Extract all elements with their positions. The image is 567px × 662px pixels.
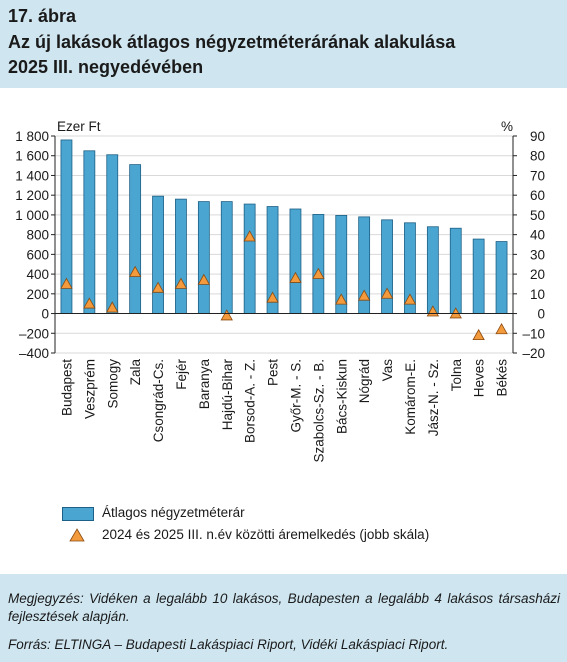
markers bbox=[60, 230, 508, 341]
figure-title-line-2: 2025 III. negyedévében bbox=[8, 57, 204, 77]
category-label: Nógrád bbox=[357, 359, 372, 403]
bar bbox=[495, 241, 508, 314]
category-label: Baranya bbox=[197, 359, 212, 410]
left-tick-label: 0 bbox=[41, 307, 49, 322]
category-label: Komárom-E. bbox=[403, 359, 418, 435]
bar bbox=[106, 154, 119, 314]
marker bbox=[312, 267, 325, 279]
right-tick-label: 90 bbox=[530, 129, 545, 144]
bar bbox=[83, 150, 96, 314]
marker bbox=[151, 281, 165, 293]
category-label: Fejér bbox=[174, 359, 189, 390]
right-tick-label: 10 bbox=[530, 287, 545, 302]
marker bbox=[243, 230, 256, 242]
marker bbox=[128, 265, 142, 277]
figure-title-line-1: Az új lakások átlagos négyzetméterárának… bbox=[8, 32, 456, 52]
right-axis-unit: % bbox=[501, 119, 513, 134]
left-axis-unit: Ezer Ft bbox=[57, 119, 101, 134]
marker bbox=[403, 293, 417, 305]
left-tick-label: 1 600 bbox=[15, 149, 49, 164]
left-tick-label: –200 bbox=[19, 326, 49, 341]
bar bbox=[129, 164, 142, 314]
left-tick-label: 600 bbox=[26, 247, 49, 262]
right-tick-label: 30 bbox=[530, 247, 545, 262]
marker bbox=[472, 328, 485, 341]
bar bbox=[472, 238, 485, 314]
category-label: Pest bbox=[266, 359, 281, 386]
right-tick-label: 80 bbox=[530, 149, 545, 164]
left-tick-label: –400 bbox=[19, 346, 49, 361]
marker bbox=[495, 323, 508, 335]
bar bbox=[449, 227, 462, 314]
category-label: Szabolcs-Sz. - B. bbox=[311, 359, 326, 463]
triangle-icon bbox=[69, 528, 85, 542]
marker bbox=[106, 301, 119, 313]
left-tick-label: 1 000 bbox=[15, 208, 49, 223]
figure-note: Megjegyzés: Vidéken a legalább 10 lakáso… bbox=[8, 591, 560, 624]
right-tick-label: 20 bbox=[530, 267, 545, 282]
right-tick-label: –20 bbox=[522, 346, 545, 361]
figure-header: 17. ábra Az új lakások átlagos négyzetmé… bbox=[0, 0, 567, 88]
marker bbox=[335, 293, 348, 305]
left-tick-label: 800 bbox=[26, 228, 49, 243]
category-label: Győr-M. - S. bbox=[288, 359, 303, 433]
category-label: Zala bbox=[128, 359, 143, 386]
category-label: Vas bbox=[380, 359, 395, 382]
marker bbox=[220, 309, 233, 321]
figure-number: 17. ábra bbox=[8, 6, 77, 26]
bar bbox=[152, 195, 164, 314]
bar bbox=[243, 203, 256, 314]
bar bbox=[220, 201, 233, 314]
left-tick-label: 400 bbox=[26, 267, 49, 282]
category-label: Tolna bbox=[449, 359, 464, 392]
bar bbox=[381, 219, 393, 314]
bars bbox=[60, 139, 508, 314]
right-tick-label: 50 bbox=[530, 208, 545, 223]
marker bbox=[380, 287, 394, 299]
axes bbox=[51, 135, 517, 354]
right-tick-label: –10 bbox=[522, 326, 545, 341]
right-tick-label: 40 bbox=[530, 228, 545, 243]
category-label: Bács-Kiskun bbox=[334, 359, 349, 434]
right-tick-label: 60 bbox=[530, 188, 545, 203]
figure-source: Forrás: ELTINGA – Budapesti Lakáspiaci R… bbox=[8, 637, 449, 652]
bar bbox=[289, 208, 302, 314]
legend-bar-swatch bbox=[62, 507, 94, 521]
left-tick-label: 1 200 bbox=[15, 188, 49, 203]
marker bbox=[197, 273, 211, 285]
legend-label-markers: 2024 és 2025 III. n.év közötti áremelked… bbox=[102, 527, 430, 542]
left-tick-label: 200 bbox=[26, 287, 49, 302]
marker bbox=[83, 297, 96, 309]
marker bbox=[357, 289, 371, 301]
category-label: Somogy bbox=[105, 359, 120, 409]
category-label: Heves bbox=[472, 359, 487, 398]
right-tick-label: 0 bbox=[537, 307, 545, 322]
category-label: Hajdú-Bihar bbox=[220, 359, 235, 431]
gridlines bbox=[55, 135, 513, 354]
bar bbox=[175, 198, 187, 314]
category-label: Borsod-A. - Z. bbox=[243, 359, 258, 443]
bar bbox=[426, 226, 439, 314]
marker bbox=[266, 291, 279, 303]
category-label: Budapest bbox=[59, 359, 74, 416]
category-label: Veszprém bbox=[82, 359, 97, 419]
legend-label-bars: Átlagos négyzetméterár bbox=[102, 505, 245, 520]
bar bbox=[312, 214, 325, 314]
right-tick-label: 70 bbox=[530, 168, 545, 183]
category-label: Jász-N. - Sz. bbox=[426, 359, 441, 436]
marker bbox=[449, 307, 462, 319]
category-label: Csongrád-Cs. bbox=[151, 359, 166, 442]
left-tick-label: 1 800 bbox=[15, 129, 49, 144]
left-tick-label: 1 400 bbox=[15, 168, 49, 183]
figure-footer: Megjegyzés: Vidéken a legalább 10 lakáso… bbox=[0, 574, 567, 662]
marker bbox=[289, 271, 302, 283]
category-label: Békés bbox=[495, 359, 510, 397]
tick-labels: Ezer Ft % 1 800 90 1 600 80 1 400 70 1 200 60 1 00… bbox=[15, 119, 545, 463]
bar bbox=[197, 201, 210, 314]
marker bbox=[60, 277, 73, 289]
marker bbox=[174, 277, 188, 289]
bar-chart: Ezer Ft % 1 800 90 1 600 80 1 400 70 1 200 60 1 00… bbox=[15, 119, 545, 463]
